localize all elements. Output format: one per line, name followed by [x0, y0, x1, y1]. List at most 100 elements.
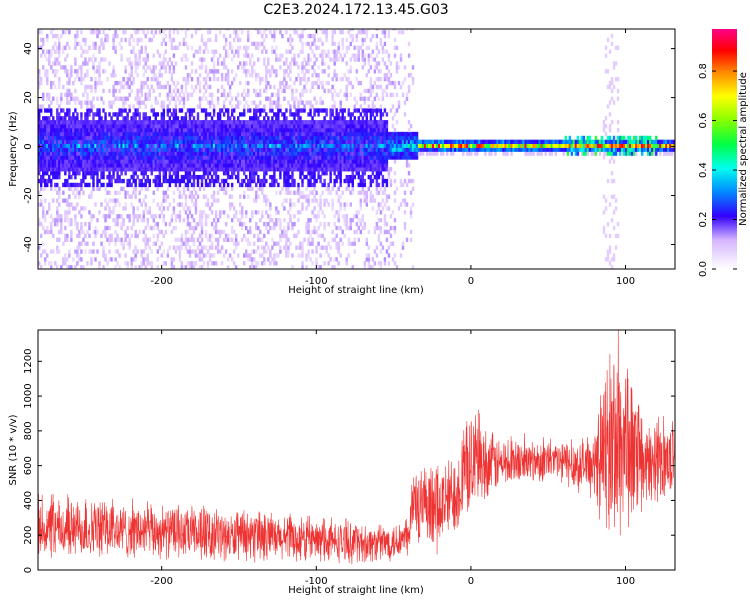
heatmap-cell: [52, 127, 55, 133]
heatmap-cell: [172, 120, 176, 125]
heatmap-cell: [303, 155, 306, 160]
heatmap-cell: [239, 182, 242, 188]
heatmap-cell: [142, 163, 145, 168]
heatmap-cell: [319, 151, 322, 156]
heatmap-cell: [148, 245, 151, 250]
heatmap-cell: [301, 143, 304, 148]
heatmap-cell: [190, 112, 194, 117]
heatmap-cell: [118, 41, 121, 47]
heatmap-cell: [42, 120, 45, 125]
heatmap-cell: [50, 167, 53, 172]
heatmap-cell: [98, 155, 101, 160]
heatmap-cell: [154, 127, 157, 133]
heatmap-cell: [192, 159, 196, 164]
heatmap-cell: [311, 198, 314, 203]
heatmap-cell: [124, 202, 127, 207]
heatmap-cell: [40, 167, 43, 172]
heatmap-cell: [234, 29, 238, 35]
heatmap-cell: [359, 45, 362, 50]
heatmap-cell: [331, 112, 334, 117]
heatmap-cell: [40, 155, 43, 160]
heatmap-cell: [122, 135, 125, 141]
heatmap-cell: [228, 167, 232, 172]
heatmap-cell: [319, 174, 322, 180]
heatmap-cell: [120, 120, 123, 125]
heatmap-cell: [144, 80, 147, 86]
heatmap-cell: [331, 206, 334, 211]
heatmap-cell: [94, 139, 97, 145]
heatmap-cell: [359, 198, 362, 203]
heatmap-cell: [98, 265, 101, 269]
heatmap-cell: [293, 124, 296, 129]
heatmap-cell: [170, 143, 174, 148]
heatmap-cell: [267, 124, 270, 129]
heatmap-cell: [357, 57, 360, 62]
heatmap-cell: [70, 135, 73, 141]
heatmap-cell: [134, 57, 137, 62]
heatmap-cell: [224, 147, 228, 152]
heatmap-cell: [309, 147, 312, 152]
heatmap-cell: [305, 80, 308, 86]
heatmap-cell: [40, 53, 43, 58]
heatmap-cell: [66, 108, 69, 113]
heatmap-cell: [313, 225, 316, 231]
heatmap-cell: [94, 41, 97, 47]
heatmap-cell: [198, 221, 202, 227]
heatmap-cell: [198, 241, 202, 246]
heatmap-cell: [148, 143, 151, 148]
heatmap-cell: [54, 33, 57, 39]
heatmap-cell: [106, 127, 109, 133]
heatmap-cell: [253, 265, 256, 269]
heatmap-cell: [120, 45, 123, 50]
heatmap-cell: [335, 155, 338, 160]
heatmap-cell: [279, 163, 282, 168]
heatmap-cell: [102, 100, 105, 105]
heatmap-cell: [283, 77, 286, 82]
heatmap-cell: [88, 100, 91, 105]
heatmap-cell: [68, 151, 71, 156]
heatmap-cell: [251, 120, 254, 125]
heatmap-cell: [285, 229, 288, 235]
heatmap-cell: [232, 171, 236, 176]
heatmap-cell: [66, 257, 69, 262]
heatmap-cell: [309, 257, 312, 262]
heatmap-cell: [156, 178, 159, 184]
heatmap-cell: [158, 69, 162, 74]
heatmap-cell: [345, 178, 348, 184]
heatmap-cell: [255, 147, 258, 152]
heatmap-cell: [216, 151, 220, 156]
heatmap-cell: [76, 167, 79, 172]
heatmap-cell: [329, 116, 332, 121]
heatmap-cell: [245, 167, 248, 172]
heatmap-cell: [194, 198, 198, 203]
heatmap-cell: [128, 124, 131, 129]
heatmap-cell: [190, 249, 194, 254]
heatmap-cell: [44, 249, 47, 254]
heatmap-cell: [331, 186, 334, 192]
heatmap-cell: [58, 37, 61, 43]
heatmap-cell: [192, 147, 196, 152]
heatmap-cell: [273, 167, 276, 172]
heatmap-cell: [361, 108, 365, 113]
heatmap-cell: [66, 159, 69, 164]
heatmap-cell: [351, 53, 354, 58]
heatmap-cell: [307, 225, 310, 231]
heatmap-cell: [359, 182, 362, 188]
heatmap-cell: [212, 155, 216, 160]
heatmap-cell: [100, 202, 103, 207]
heatmap-cell: [271, 127, 274, 133]
heatmap-cell: [120, 127, 123, 133]
heatmap-cell: [245, 100, 248, 105]
heatmap-cell: [291, 174, 294, 180]
heatmap-cell: [162, 178, 166, 184]
heatmap-cell: [359, 202, 362, 207]
heatmap-cell: [68, 155, 71, 160]
heatmap-cell: [168, 127, 172, 133]
heatmap-cell: [96, 218, 99, 223]
heatmap-cell: [180, 265, 184, 269]
heatmap-cell: [144, 92, 147, 97]
heatmap-cell: [134, 65, 137, 70]
heatmap-cell: [212, 135, 216, 141]
heatmap-cell: [160, 65, 164, 70]
heatmap-cell: [40, 127, 43, 133]
